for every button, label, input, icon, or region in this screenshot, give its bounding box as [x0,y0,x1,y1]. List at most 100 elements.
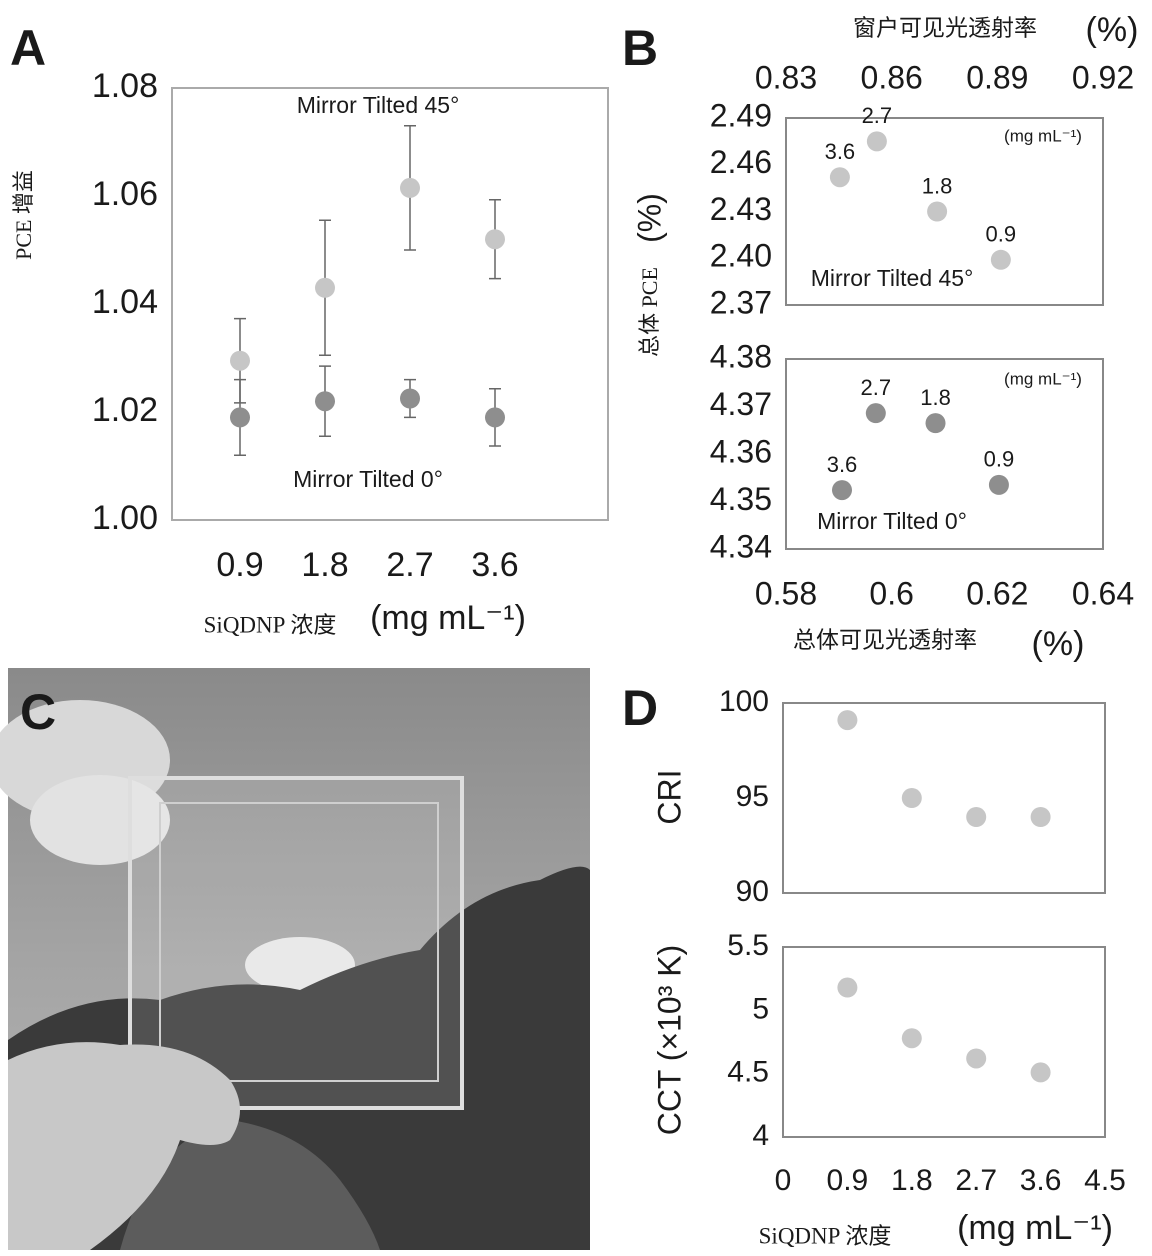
point [966,1048,987,1069]
y-tick-label: 100 [719,685,769,718]
x-tick-label: 2.7 [386,546,433,584]
y-tick-label: 1.02 [92,391,158,429]
point [1030,1062,1051,1083]
plot-frame [782,702,1106,894]
x-tick-label: 0.58 [755,575,817,611]
x-tick-label: 0.6 [869,575,913,611]
point-label: 1.8 [920,385,951,410]
y-tick-label: 95 [736,780,769,813]
series-label: Mirror Tilted 45° [811,265,974,291]
plot-frame [782,946,1106,1138]
y-tick-label: 2.43 [710,191,772,227]
point-label: 3.6 [825,139,856,164]
y-tick-label: 4.38 [710,338,772,374]
panel-letter: D [622,680,658,736]
point [829,167,850,188]
photo: C [0,668,590,1250]
x-axis-unit: (%) [1032,625,1085,663]
x-axis-unit: (%) [1086,11,1139,49]
panel-letter: A [10,20,46,76]
point [925,413,946,434]
y-tick-label: 4.34 [710,528,772,564]
point [901,1028,922,1049]
y-tick-label: 4.5 [727,1056,769,1089]
point [230,407,250,428]
x-axis-label: 总体可见光透射率 [793,627,977,652]
x-tick-label: 3.6 [1020,1164,1062,1197]
point [485,407,505,428]
cloud [30,775,170,865]
y-tick-label: 1.06 [92,175,158,213]
hand [8,1042,240,1250]
point [966,807,987,827]
series-label: Mirror Tilted 0° [817,508,967,534]
y-tick-label: 1.08 [92,67,158,105]
y-tick-label: 4.36 [710,433,772,469]
y-tick-label: 4 [752,1119,769,1152]
point [927,201,948,222]
y-tick-label: 5 [752,992,769,1025]
y-axis-label: PCE 增益 [11,170,36,260]
x-axis-label: 窗户可见光透射率 [853,15,1037,40]
plot-frame [171,87,609,521]
y-axis-unit: (%) [631,193,667,243]
x-tick-label: 0.89 [966,59,1028,95]
x-tick-label: 0 [775,1164,792,1197]
x-tick-label: 0.86 [861,59,923,95]
x-tick-label: 0.9 [216,546,263,584]
x-tick-label: 4.5 [1084,1164,1126,1197]
point [990,249,1011,270]
series-label: Mirror Tilted 45° [297,92,460,118]
point [1030,807,1051,827]
plot-frame [785,358,1104,550]
unit-note: (mg mL⁻¹) [1004,126,1082,145]
y-tick-label: 4.37 [710,386,772,422]
y-tick-label: 2.37 [710,284,772,320]
y-tick-label: 1.04 [92,283,158,321]
point-label: 2.7 [861,375,892,400]
y-axis-label: 总体 PCE [637,267,662,357]
y-tick-label: 2.49 [710,97,772,133]
point [400,388,420,409]
y-tick-label: 90 [736,875,769,908]
point [901,788,922,808]
x-tick-label: 1.8 [301,546,348,584]
point [485,229,505,250]
point [865,403,886,424]
point [315,277,335,298]
x-axis-unit: (mg mL⁻¹) [957,1209,1113,1247]
point-label: 3.6 [827,452,858,477]
x-tick-label: 0.9 [827,1164,869,1197]
point-label: 2.7 [862,103,893,128]
point-label: 0.9 [984,447,1015,472]
x-tick-label: 0.62 [966,575,1028,611]
panel-letter: B [622,20,658,76]
glass-inner [159,802,439,1082]
point [400,177,420,198]
x-tick-label: 1.8 [891,1164,933,1197]
point [230,350,250,371]
y-tick-label: 4.35 [710,481,772,517]
unit-note: (mg mL⁻¹) [1004,369,1082,388]
x-tick-label: 0.83 [755,59,817,95]
x-axis-unit: (mg mL⁻¹) [370,599,526,637]
point [832,480,853,501]
point-label: 1.8 [922,173,953,198]
bush [120,1120,380,1250]
point [837,710,858,731]
x-tick-label: 0.64 [1072,575,1134,611]
point [837,977,858,998]
y-tick-label: 2.46 [710,144,772,180]
y-tick-label: 5.5 [727,929,769,962]
point [315,391,335,412]
plot-frame [785,117,1104,306]
x-tick-label: 3.6 [471,546,518,584]
x-tick-label: 0.92 [1072,59,1134,95]
point [988,474,1009,495]
x-axis-label: SiQDNP 浓度 [759,1223,892,1248]
y-axis-label: CRI [651,769,687,824]
y-tick-label: 1.00 [92,499,158,537]
x-axis-label: SiQDNP 浓度 [204,612,337,637]
series-label: Mirror Tilted 0° [293,466,443,492]
